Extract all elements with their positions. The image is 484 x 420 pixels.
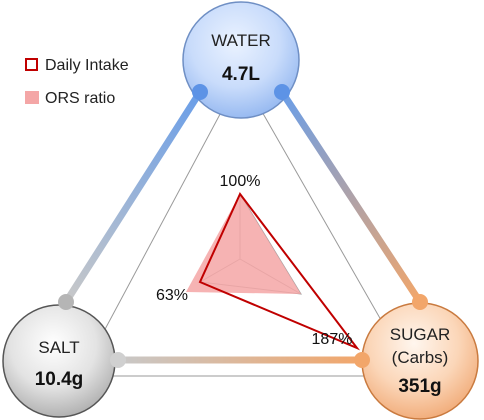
water-right-dot [274,84,290,100]
water-node [182,1,300,119]
sugar-value: 351g [398,376,441,397]
water-salt-connector [62,88,204,306]
water-left-dot [192,84,208,100]
salt-percent: 63% [156,287,188,304]
outer-triangle [79,73,414,377]
daily-intake-outline [198,192,361,351]
daily-intake-legend-label: Daily Intake [45,57,129,74]
salt-value: 10.4g [35,369,84,390]
legend: Daily Intake ORS ratio [25,57,129,107]
daily-intake-swatch [25,58,38,71]
ors-ratio-legend-label: ORS ratio [45,90,115,107]
sugar-percent: 187% [312,331,353,348]
salt-right-dot [110,352,126,368]
salt-top-dot [58,294,74,310]
water-percent: 100% [220,173,261,190]
ors-ratio-swatch [25,91,39,104]
water-value: 4.7L [222,64,260,85]
sugar-top-dot [412,294,428,310]
sugar-left-dot [354,352,370,368]
ors-ratio-area [186,194,301,294]
water-label: WATER [211,31,271,50]
sugar-label-line2: (Carbs) [392,348,449,367]
water-sugar-connector [278,88,424,306]
salt-label: SALT [38,338,79,357]
salt-node [2,304,116,418]
sugar-label-line1: SUGAR [390,325,450,344]
